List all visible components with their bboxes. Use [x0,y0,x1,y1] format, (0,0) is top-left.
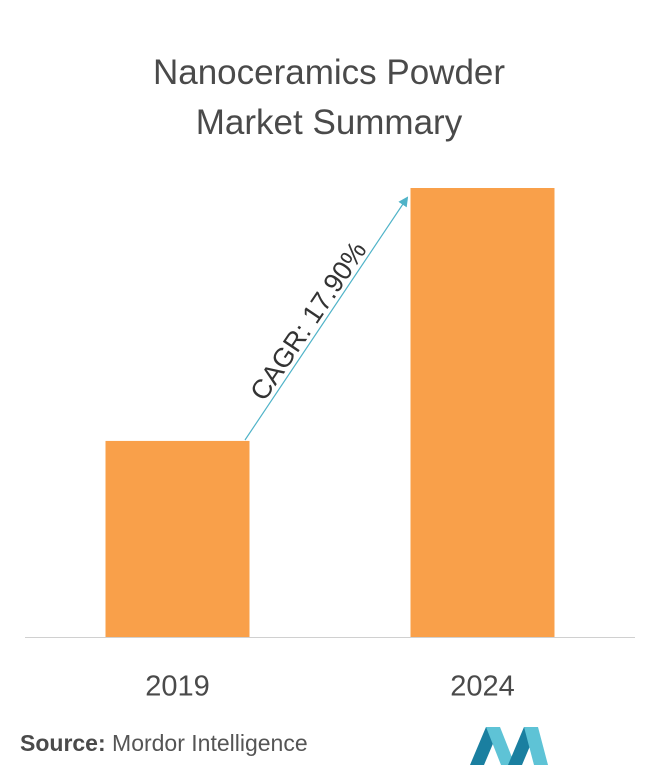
bar [410,188,555,637]
source-name: Mordor Intelligence [112,730,308,756]
source: Source: Mordor Intelligence [20,730,308,757]
x-tick-label: 2024 [450,671,515,703]
x-tick-label: 2019 [145,671,210,703]
bar [105,440,250,637]
cagr-arrow [244,196,409,441]
logo [470,727,548,765]
cagr-annotation: CAGR: 17.90% [244,236,372,406]
source-label: Source: [20,730,106,756]
chart-title: Nanoceramics Powder Market Summary [152,53,506,142]
